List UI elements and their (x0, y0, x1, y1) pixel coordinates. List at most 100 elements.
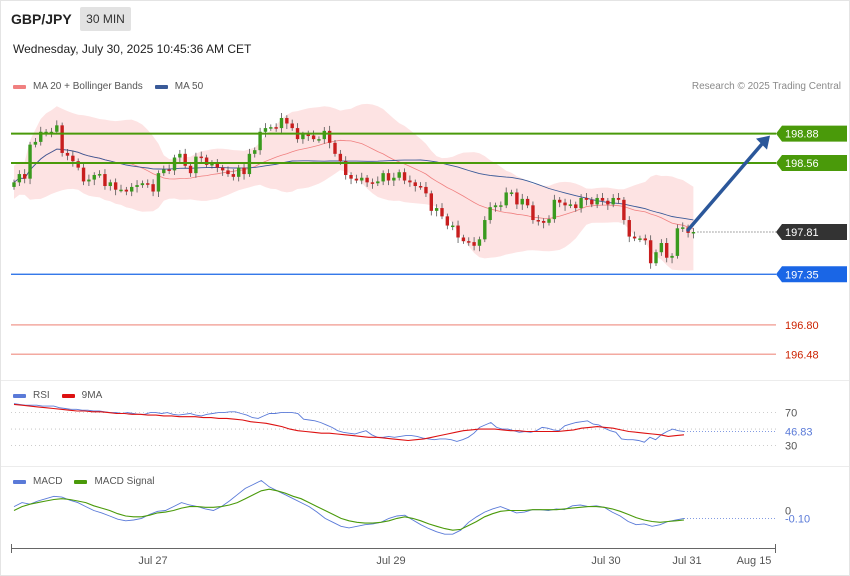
forecast-arrow-head (756, 135, 770, 150)
candle-down (146, 183, 150, 185)
forecast-arrow-shaft (686, 139, 766, 232)
candle-up (33, 141, 38, 145)
candle-down (338, 153, 343, 162)
candle-down (290, 123, 294, 129)
chart-header: GBP/JPY 30 MIN (0, 0, 850, 36)
candle-up (55, 125, 59, 132)
candle-up (654, 252, 658, 264)
candle-up (130, 186, 134, 192)
candle-up (253, 150, 257, 154)
legend-item-ma20: MA 20 + Bollinger Bands (13, 81, 143, 92)
candle-up (595, 197, 599, 205)
candle-down (558, 199, 562, 203)
candle-down (418, 186, 423, 188)
candle-down (327, 130, 332, 143)
legend-label-macd-signal: MACD Signal (94, 476, 155, 487)
legend-item-macd: MACD (13, 476, 62, 487)
candle-down (103, 174, 107, 187)
candle-up (49, 131, 54, 134)
rsi-tick-30: 30 (785, 440, 797, 452)
legend-swatch-macd-signal (74, 479, 88, 484)
legend-label-ma50: MA 50 (174, 81, 204, 92)
candle-up (547, 219, 551, 223)
candle-up (258, 131, 262, 151)
candle-down (424, 186, 428, 194)
candle-down (60, 125, 64, 153)
candle-up (17, 174, 22, 183)
candle-down (429, 193, 433, 211)
candle-down (467, 241, 471, 243)
legend-item-rsi-ma: 9MA (61, 390, 103, 401)
candle-up (237, 167, 241, 177)
candle-down (183, 153, 187, 166)
candle-down (665, 243, 669, 258)
legend-label-rsi-ma: 9MA (81, 390, 103, 401)
rsi-last-value: 46.83 (785, 427, 813, 439)
last-price-label-box (776, 223, 847, 240)
time-axis-label: Jul 29 (376, 555, 405, 567)
pivot-label-box (776, 266, 847, 283)
candle-up (392, 177, 396, 181)
resistance-label-box (776, 125, 847, 142)
macd-last-value: -0.10 (785, 513, 810, 525)
timeframe-button[interactable]: 30 MIN (80, 7, 131, 31)
candle-up (381, 173, 385, 182)
rsi-line (13, 403, 685, 443)
time-axis-label: Jul 30 (591, 555, 620, 567)
candle-down (65, 152, 70, 156)
candle-up (44, 131, 48, 134)
candle-up (488, 207, 492, 221)
candle-up (509, 192, 514, 194)
candle-up (376, 181, 380, 184)
candle-down (204, 157, 209, 165)
candle-up (119, 189, 123, 192)
legend-swatch-ma50 (154, 84, 168, 89)
candle-down (76, 161, 80, 168)
candle-down (461, 237, 466, 242)
candle-down (311, 135, 316, 140)
candle-down (531, 205, 535, 221)
support-label: 196.48 (785, 349, 819, 361)
candle-up (178, 153, 182, 158)
candle-down (199, 156, 203, 159)
candle-up (162, 169, 166, 174)
legend-swatch-macd (13, 479, 26, 484)
candle-up (97, 174, 102, 176)
candle-down (71, 155, 75, 162)
candle-up (194, 156, 198, 174)
candle-up (140, 183, 145, 186)
price-legend: MA 20 + Bollinger Bands MA 50 (13, 81, 215, 92)
rsi-legend: RSI 9MA (13, 390, 114, 401)
candle-down (536, 220, 540, 222)
candle-up (434, 208, 439, 211)
candle-down (242, 167, 246, 175)
candle-up (670, 255, 674, 258)
support-label: 196.80 (785, 320, 819, 332)
candle-down (408, 180, 412, 183)
candle-down (344, 161, 348, 175)
candle-up (108, 182, 112, 187)
candle-up (681, 227, 685, 229)
candle-up (279, 117, 284, 129)
candle-up (28, 144, 32, 179)
candle-up (87, 179, 91, 182)
candle-down (354, 178, 359, 181)
candle-down (563, 202, 567, 206)
candle-up (269, 127, 273, 129)
candle-down (113, 182, 118, 190)
candle-down (622, 199, 626, 221)
candle-down (515, 192, 519, 205)
candle-down (584, 197, 589, 200)
symbol-title: GBP/JPY (11, 11, 72, 27)
candle-up (156, 173, 161, 192)
candle-up (493, 205, 498, 208)
candle-up (92, 174, 96, 180)
legend-swatch-rsi-ma (61, 393, 75, 398)
candle-up (263, 128, 268, 132)
candle-down (456, 225, 460, 238)
candle-up (611, 197, 615, 205)
candle-down (648, 240, 653, 264)
bollinger-band (14, 103, 694, 271)
candle-up (397, 172, 401, 178)
rsi-tick-70: 70 (785, 408, 797, 420)
